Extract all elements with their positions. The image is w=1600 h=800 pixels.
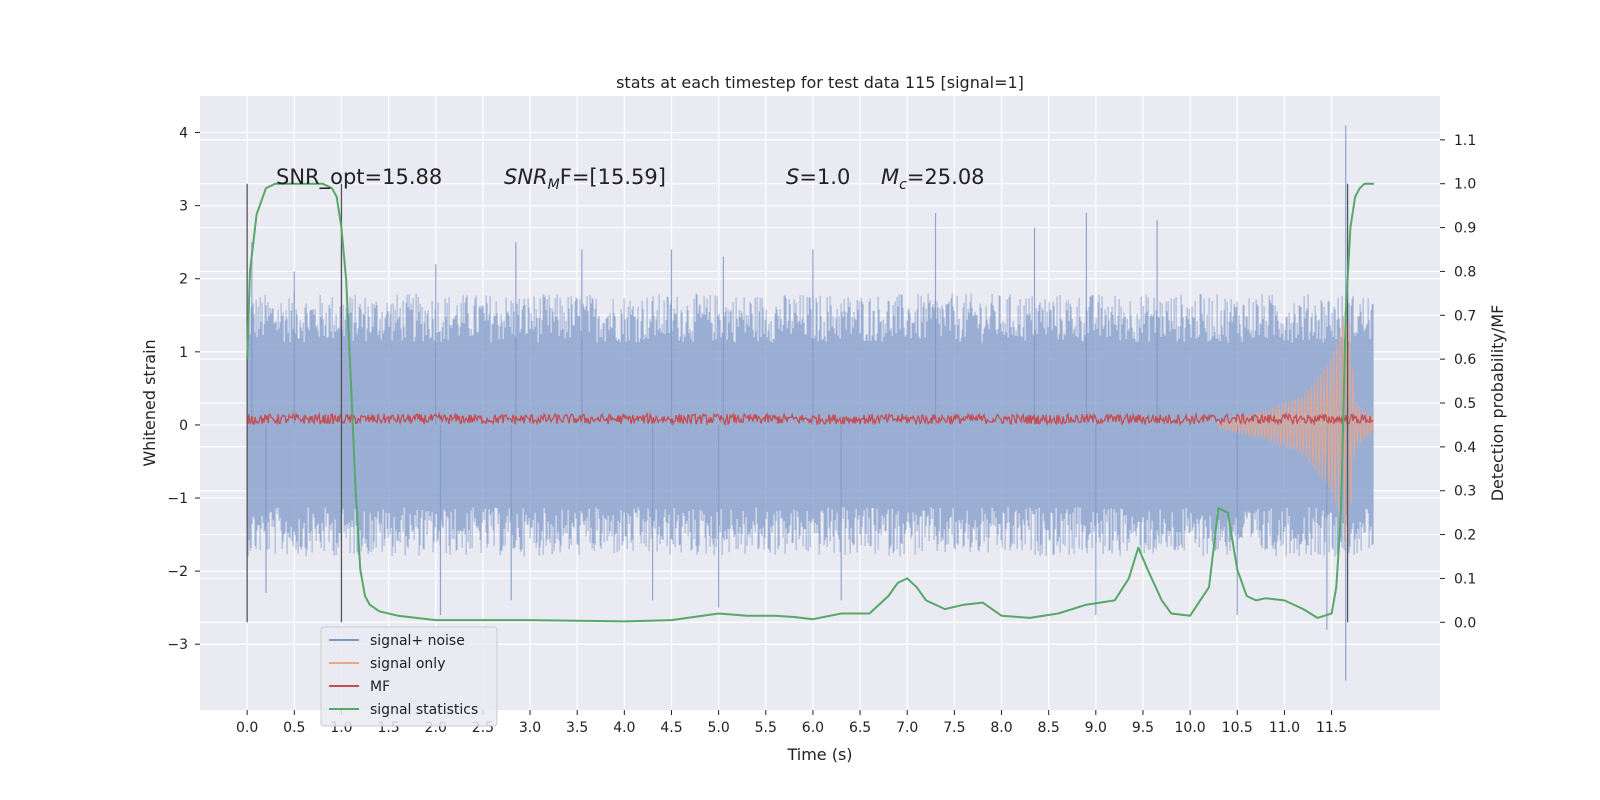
legend-label: signal+ noise — [370, 633, 465, 649]
legend-label: MF — [370, 679, 390, 695]
x-tick-label: 10.0 — [1175, 720, 1206, 736]
x-tick-label: 3.5 — [566, 720, 588, 736]
x-tick-label: 8.0 — [990, 720, 1012, 736]
y-right-tick-label: 0.9 — [1454, 221, 1476, 237]
x-tick-label: 9.0 — [1085, 720, 1107, 736]
x-tick-label: 11.0 — [1269, 720, 1300, 736]
signal-statistics-line — [246, 182, 1374, 623]
signal-statistics-series — [246, 182, 1374, 623]
annotation-snr-opt: SNR_opt=15.88 — [276, 165, 442, 190]
axis-ticks: 0.0 0.5 1.0 1.5 2.0 2.5 3.0 3.5 4.0 4.5 5.0 5.5 6.0 6… — [167, 126, 1476, 736]
vertical-markers — [246, 183, 1349, 623]
x-tick-label: 4.5 — [660, 720, 682, 736]
x-axis-label: Time (s) — [786, 745, 852, 764]
legend: signal+ noise signal only MF signal statist… — [320, 626, 498, 727]
x-tick-label: 3.0 — [519, 720, 541, 736]
legend-label: signal only — [370, 656, 445, 672]
y-right-tick-label: 0.3 — [1454, 484, 1476, 500]
signal-noise-trace — [246, 293, 1374, 557]
annotation-mc: Mc=25.08 — [881, 165, 985, 193]
annotations: SNR_opt=15.88 SNRMF=[15.59] S=1.0 Mc=25.… — [276, 165, 985, 193]
chart-title: stats at each timestep for test data 115… — [616, 73, 1024, 92]
x-tick-label: 0.0 — [236, 720, 258, 736]
annotation-snr-mf: SNRMF=[15.59] — [504, 165, 666, 193]
x-tick-label: 8.5 — [1038, 720, 1060, 736]
x-tick-label: 10.5 — [1222, 720, 1253, 736]
y-left-tick-label: 4 — [179, 126, 188, 142]
y-right-tick-label: 0.0 — [1454, 615, 1476, 631]
y-left-tick-label: 2 — [179, 272, 188, 288]
y-left-tick-label: 1 — [179, 345, 188, 361]
y-left-tick-label: −3 — [167, 637, 188, 653]
x-tick-label: 6.5 — [849, 720, 871, 736]
x-tick-label: 0.5 — [283, 720, 305, 736]
y-right-tick-label: 0.1 — [1454, 571, 1476, 587]
y-right-tick-label: 0.2 — [1454, 528, 1476, 544]
x-tick-label: 6.0 — [802, 720, 824, 736]
x-tick-label: 5.0 — [707, 720, 729, 736]
y-right-tick-label: 1.1 — [1454, 133, 1476, 149]
y-axis-label-right: Detection probability/MF — [1488, 305, 1507, 502]
x-tick-label: 7.5 — [943, 720, 965, 736]
y-left-tick-label: −2 — [167, 564, 188, 580]
x-tick-label: 11.5 — [1316, 720, 1347, 736]
x-tick-label: 7.0 — [896, 720, 918, 736]
y-axis-label-left: Whitened strain — [140, 339, 159, 466]
y-right-tick-label: 0.4 — [1454, 440, 1476, 456]
y-right-tick-label: 0.8 — [1454, 264, 1476, 280]
signal-noise-series — [246, 125, 1374, 681]
y-left-tick-label: 0 — [179, 418, 188, 434]
y-left-tick-label: 3 — [179, 199, 188, 215]
legend-box — [320, 626, 498, 727]
y-right-tick-label: 0.5 — [1454, 396, 1476, 412]
mf-trace — [246, 411, 1374, 427]
y-right-tick-label: 0.7 — [1454, 308, 1476, 324]
x-tick-label: 4.0 — [613, 720, 635, 736]
y-right-tick-label: 0.6 — [1454, 352, 1476, 368]
annotation-s: S=1.0 — [786, 165, 850, 189]
x-tick-label: 5.5 — [755, 720, 777, 736]
legend-label: signal statistics — [370, 702, 478, 718]
mf-series — [246, 411, 1374, 427]
y-right-tick-label: 1.0 — [1454, 177, 1476, 193]
y-left-tick-label: −1 — [167, 491, 188, 507]
x-tick-label: 9.5 — [1132, 720, 1154, 736]
